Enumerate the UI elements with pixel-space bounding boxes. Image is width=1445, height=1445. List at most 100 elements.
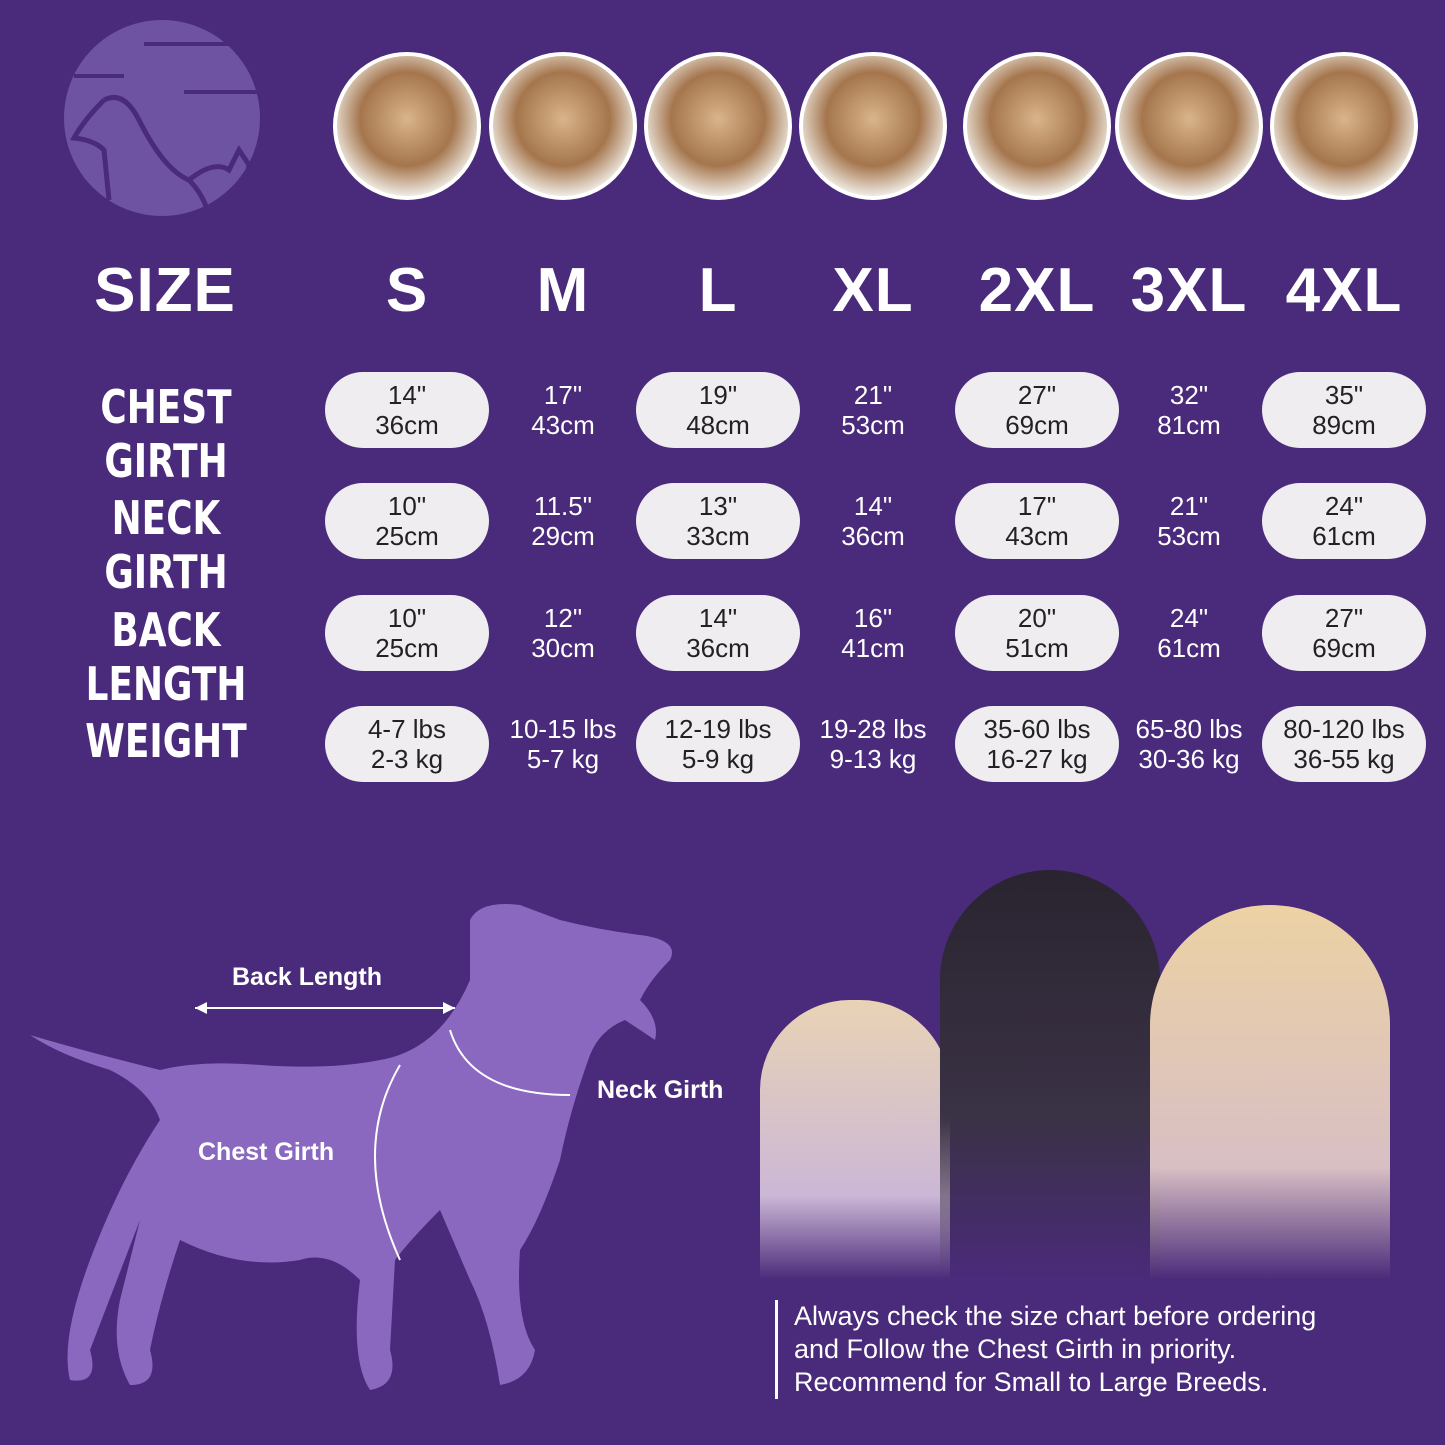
cell-value: 10"	[387, 603, 427, 633]
size-cell: 17" 43cm	[481, 372, 645, 448]
size-cell: 21" 53cm	[1107, 483, 1271, 559]
cell-value: 21"	[853, 380, 893, 410]
cell-value: 20"	[1017, 603, 1057, 633]
cell-value: 10-15 lbs	[509, 714, 617, 744]
cell-value: 36cm	[841, 521, 905, 551]
boston-terrier-photo	[489, 52, 637, 200]
size-cell: 24" 61cm	[1262, 483, 1426, 559]
cell-value: 14"	[387, 380, 427, 410]
cell-value: 14"	[698, 603, 738, 633]
cell-value: 48cm	[686, 410, 750, 440]
row-label: NECK GIRTH	[104, 491, 228, 599]
cell-value: 14"	[853, 491, 893, 521]
size-cell: 35" 89cm	[1262, 372, 1426, 448]
size-cell: 14" 36cm	[636, 595, 800, 671]
border-collie-photo	[963, 52, 1111, 200]
row-label: BACK LENGTH	[85, 603, 247, 711]
cell-value: 35"	[1324, 380, 1364, 410]
cell-value: 17"	[543, 380, 583, 410]
size-cell: 20" 51cm	[955, 595, 1119, 671]
cell-value: 30cm	[531, 633, 595, 663]
size-cell: 27" 69cm	[1262, 595, 1426, 671]
size-l: L	[698, 256, 738, 325]
row-label: WEIGHT	[85, 714, 247, 768]
size-cell: 10" 25cm	[325, 595, 489, 671]
cell-value: 25cm	[375, 521, 439, 551]
size-4xl: 4XL	[1285, 256, 1403, 325]
shih-tzu-photo	[333, 52, 481, 200]
cell-value: 24"	[1324, 491, 1364, 521]
cell-value: 61cm	[1157, 633, 1221, 663]
cell-value: 53cm	[1157, 521, 1221, 551]
sizing-note: Always check the size chart before order…	[775, 1300, 1415, 1399]
cell-value: 51cm	[1005, 633, 1069, 663]
cell-value: 5-9 kg	[681, 744, 755, 774]
size-cell: 11.5" 29cm	[481, 483, 645, 559]
cell-value: 36-55 kg	[1293, 744, 1395, 774]
size-cell: 21" 53cm	[791, 372, 955, 448]
size-m: M	[536, 256, 590, 325]
cell-value: 24"	[1169, 603, 1209, 633]
cell-value: 13"	[698, 491, 738, 521]
cell-value: 2-3 kg	[370, 744, 444, 774]
cell-value: 9-13 kg	[829, 744, 917, 774]
size-cell: 4-7 lbs 2-3 kg	[325, 706, 489, 782]
size-cell: 35-60 lbs 16-27 kg	[955, 706, 1119, 782]
size-cell: 10" 25cm	[325, 483, 489, 559]
cell-value: 53cm	[841, 410, 905, 440]
size-cell: 14" 36cm	[325, 372, 489, 448]
cell-value: 12"	[543, 603, 583, 633]
cell-value: 33cm	[686, 521, 750, 551]
size-cell: 19" 48cm	[636, 372, 800, 448]
size-cell: 16" 41cm	[791, 595, 955, 671]
note-line: Always check the size chart before order…	[794, 1301, 1317, 1331]
cell-value: 36cm	[686, 633, 750, 663]
cell-value: 17"	[1017, 491, 1057, 521]
cell-value: 81cm	[1157, 410, 1221, 440]
three-dogs-photo	[740, 850, 1400, 1280]
note-line: and Follow the Chest Girth in priority.	[794, 1334, 1237, 1364]
size-cell: 17" 43cm	[955, 483, 1119, 559]
size-s: S	[385, 256, 429, 325]
cell-value: 41cm	[841, 633, 905, 663]
cell-value: 21"	[1169, 491, 1209, 521]
cell-value: 29cm	[531, 521, 595, 551]
cell-value: 12-19 lbs	[664, 714, 772, 744]
cell-value: 65-80 lbs	[1135, 714, 1243, 744]
cell-value: 27"	[1017, 380, 1057, 410]
cell-value: 19-28 lbs	[819, 714, 927, 744]
size-cell: 32" 81cm	[1107, 372, 1271, 448]
cocker-spaniel-photo	[644, 52, 792, 200]
size-cell: 80-120 lbs 36-55 kg	[1262, 706, 1426, 782]
size-3xl: 3XL	[1130, 256, 1248, 325]
size-cell: 13" 33cm	[636, 483, 800, 559]
note-line: Recommend for Small to Large Breeds.	[794, 1367, 1269, 1397]
row-label: CHEST GIRTH	[100, 380, 232, 488]
cell-value: 27"	[1324, 603, 1364, 633]
dog-silhouette-diagram	[30, 904, 672, 1390]
cell-value: 43cm	[1005, 521, 1069, 551]
cell-value: 16-27 kg	[986, 744, 1088, 774]
size-cell: 24" 61cm	[1107, 595, 1271, 671]
size-cell: 14" 36cm	[791, 483, 955, 559]
cell-value: 19"	[698, 380, 738, 410]
labrador-photo	[1115, 52, 1263, 200]
cell-value: 69cm	[1312, 633, 1376, 663]
cell-value: 89cm	[1312, 410, 1376, 440]
size-cell: 19-28 lbs 9-13 kg	[791, 706, 955, 782]
size-xl: XL	[832, 256, 914, 325]
cell-value: 16"	[853, 603, 893, 633]
size-heading: SIZE	[94, 256, 236, 325]
cell-value: 25cm	[375, 633, 439, 663]
back-length-label: Back Length	[232, 963, 383, 991]
cell-value: 80-120 lbs	[1283, 714, 1405, 744]
cell-value: 43cm	[531, 410, 595, 440]
chest-girth-label: Chest Girth	[198, 1138, 335, 1166]
cell-value: 10"	[387, 491, 427, 521]
cell-value: 4-7 lbs	[367, 714, 447, 744]
cell-value: 69cm	[1005, 410, 1069, 440]
neck-girth-label: Neck Girth	[597, 1076, 724, 1104]
size-cell: 12" 30cm	[481, 595, 645, 671]
dog-cat-logo-icon	[64, 20, 260, 216]
cell-value: 36cm	[375, 410, 439, 440]
